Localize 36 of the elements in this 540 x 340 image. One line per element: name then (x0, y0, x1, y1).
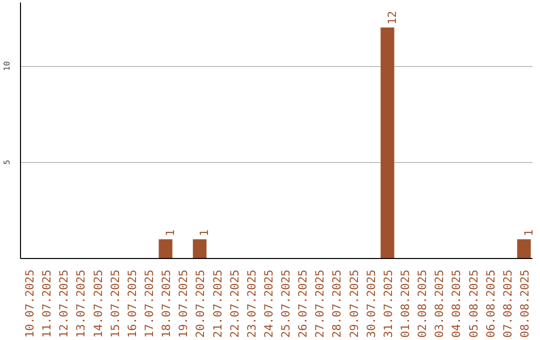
x-tick-label: 23.07.2025 (244, 270, 258, 338)
x-tick-label: 01.08.2025 (398, 270, 412, 338)
x-tick-label: 25.07.2025 (278, 270, 293, 338)
x-tick-label: 05.08.2025 (466, 270, 480, 338)
x-tick-label: 04.08.2025 (449, 270, 464, 338)
x-tick-label: 31.07.2025 (380, 270, 395, 338)
x-tick-label: 15.07.2025 (108, 270, 122, 338)
x-tick-label: 16.07.2025 (124, 270, 139, 338)
y-tick-label: 5 (2, 160, 12, 165)
x-tick-label: 28.07.2025 (330, 270, 344, 338)
x-tick-label: 29.07.2025 (346, 270, 361, 338)
x-tick-label: 17.07.2025 (142, 270, 156, 338)
x-tick-label: 03.08.2025 (432, 270, 446, 338)
x-tick-label: 20.07.2025 (193, 270, 208, 338)
x-tick-label: 10.07.2025 (22, 270, 37, 338)
x-tick-label: 14.07.2025 (90, 270, 105, 338)
x-tick-label: 19.07.2025 (176, 270, 190, 338)
x-tick-label: 08.08.2025 (517, 270, 532, 338)
x-tick-label: 07.08.2025 (500, 270, 514, 338)
x-tick-label: 21.07.2025 (210, 270, 224, 338)
data-label: 12 (384, 10, 399, 25)
x-tick-label: 02.08.2025 (415, 270, 430, 338)
data-label: 1 (197, 229, 212, 236)
x-tick-label: 27.07.2025 (312, 270, 327, 338)
x-tick-label: 13.07.2025 (74, 270, 88, 338)
x-tick-label: 18.07.2025 (159, 270, 174, 338)
x-tick-label: 11.07.2025 (40, 270, 54, 338)
x-tick-label: 06.08.2025 (483, 270, 498, 338)
x-tick-label: 12.07.2025 (56, 270, 71, 338)
x-tick-label: 22.07.2025 (227, 270, 242, 338)
y-tick-label: 10 (2, 61, 12, 71)
x-tick-label: 30.07.2025 (364, 270, 378, 338)
x-tick-label: 24.07.2025 (261, 270, 276, 338)
data-label: 1 (521, 229, 536, 236)
x-tick-label: 26.07.2025 (296, 270, 310, 338)
data-label: 1 (163, 229, 178, 236)
